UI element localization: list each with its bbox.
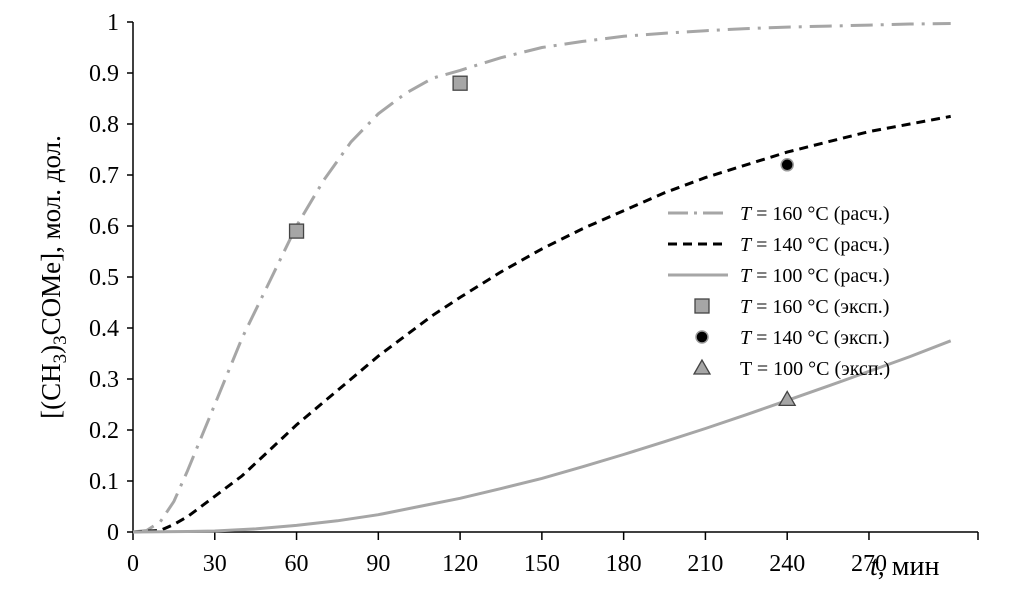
legend-text: = 100 °C (расч.) [751, 265, 889, 287]
legend-label: T = 160 °C (эксп.) [740, 296, 889, 318]
y-tick-label: 0.4 [89, 316, 119, 342]
legend-label: T = 140 °C (эксп.) [740, 327, 889, 349]
y-axis-label: [(CH3)3COMe], мол. дол. [36, 135, 71, 419]
x-tick-label: 240 [769, 551, 805, 577]
x-tick-label: 30 [203, 551, 227, 577]
legend-text: = 160 °C (расч.) [751, 203, 889, 225]
x-axis-unit: , мин [878, 551, 940, 582]
legend-var: T [740, 203, 753, 225]
y-tick-label: 1 [107, 10, 119, 36]
legend-var: T [740, 296, 753, 318]
legend-text: = 140 °C (расч.) [751, 234, 889, 256]
data-point-series-5 [780, 158, 794, 172]
series-line-3 [132, 339, 952, 534]
x-tick-label: 60 [285, 551, 309, 577]
legend-text: = 140 °C (эксп.) [751, 327, 889, 349]
x-tick-label: 90 [366, 551, 390, 577]
legend-label: T = 140 °C (расч.) [740, 234, 889, 256]
tick-group: 0 30 60 90 120 150 180 210 240 270 0 0.1 0.2 0.3 0.4 0.… [89, 10, 979, 577]
legend-swatch-marker [695, 330, 709, 344]
data-point-series-6 [778, 390, 797, 407]
x-axis-label: t, мин [870, 551, 939, 582]
legend-label: T = 160 °C (расч.) [740, 203, 889, 225]
series-line-2 [132, 114, 951, 534]
data-point-series-4 [288, 223, 305, 239]
x-tick-label: 150 [524, 551, 560, 577]
legend-text: = 160 °C (эксп.) [751, 296, 889, 318]
y-tick-label: 0 [107, 520, 119, 546]
data-point-series-4 [452, 75, 468, 91]
y-tick-label: 0.5 [89, 265, 119, 291]
y-label-part-2: ) [36, 345, 66, 354]
legend-text: T = 100 °C (эксп.) [740, 358, 890, 380]
legend-label: T = 100 °C (расч.) [740, 265, 889, 287]
series-group [132, 22, 952, 534]
legend-label: T = 100 °C (эксп.) [740, 358, 890, 380]
y-tick-label: 0.8 [89, 112, 119, 138]
series-line-1 [132, 22, 951, 534]
x-tick-label: 270 [851, 551, 887, 577]
y-label-part-3: COMe], мол. дол. [36, 135, 66, 335]
x-tick-label: 180 [606, 551, 642, 577]
y-label-part-1: [(CH [36, 363, 66, 419]
x-axis-var: t [870, 551, 879, 582]
legend-var: T [740, 265, 753, 287]
y-tick-label: 0.7 [89, 163, 119, 189]
x-tick-label: 0 [127, 551, 139, 577]
y-tick-label: 0.3 [89, 367, 119, 393]
y-label-sub-1: 3 [50, 354, 71, 364]
legend-swatch-marker [692, 358, 712, 375]
y-label-sub-2: 3 [50, 335, 71, 345]
legend: T = 160 °C (расч.)T = 140 °C (расч.)T = … [668, 203, 890, 380]
y-tick-label: 0.2 [89, 418, 119, 444]
y-tick-label: 0.1 [89, 469, 119, 495]
legend-var: T [740, 234, 753, 256]
y-tick-label: 0.6 [89, 214, 119, 240]
x-tick-label: 120 [442, 551, 478, 577]
y-tick-label: 0.9 [89, 61, 119, 87]
x-tick-label: 210 [687, 551, 723, 577]
legend-swatch-marker [694, 298, 710, 314]
legend-var: T [740, 327, 753, 349]
